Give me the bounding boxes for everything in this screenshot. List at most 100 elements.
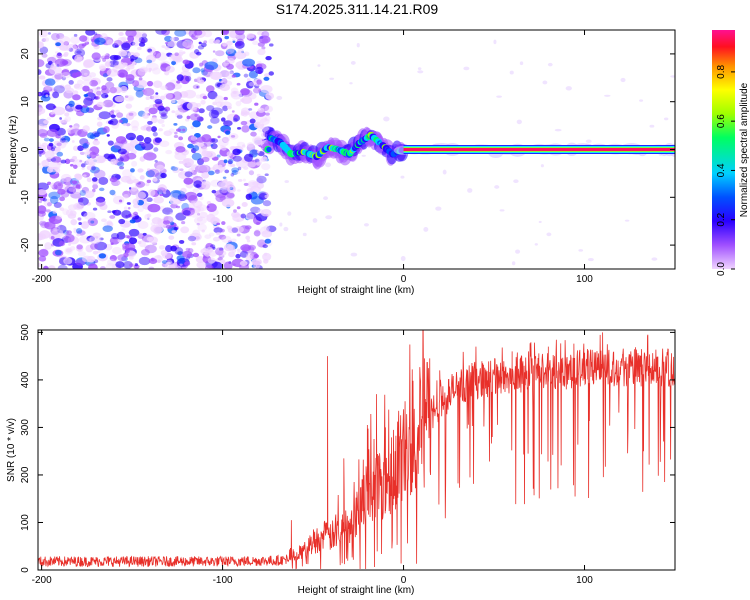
spectrogram-noise-blob [178, 160, 184, 164]
spectrogram-noise-blob [45, 103, 56, 111]
spectrogram-noise-blob [179, 168, 184, 172]
spectrogram-noise-blob [178, 257, 185, 265]
spectrogram-noise-blob [57, 264, 68, 269]
spectrogram-ytick-label: 20 [20, 48, 31, 60]
spectrogram-noise-blob [182, 209, 191, 216]
spectrogram-noise-blob [74, 202, 85, 211]
spectrogram-noise-blob [209, 71, 223, 81]
spectrogram-noise-blob [109, 189, 116, 196]
spectrogram-noise-blob [79, 35, 88, 42]
spectrogram-noise-blob [255, 66, 264, 75]
spectrogram-noise-blob [130, 168, 135, 173]
spectrogram-noise-blob [188, 168, 195, 174]
spectrogram-noise-blob [122, 242, 130, 250]
snr-frame [37, 329, 676, 571]
spectrogram-speckle [585, 139, 592, 143]
spectrogram-noise-blob [152, 131, 158, 137]
spectrogram-noise-blob [63, 51, 69, 56]
spectrogram-noise-blob [89, 80, 99, 87]
spectrogram-noise-blob [218, 234, 227, 240]
spectrogram-noise-blob [133, 52, 140, 57]
spectrogram-speckle [284, 180, 289, 183]
spectrogram-noise-blob [215, 231, 221, 236]
spectrogram-noise-blob [231, 227, 239, 233]
spectrogram-noise-blob [147, 48, 153, 53]
spectrogram-ytick-label: 10 [20, 96, 31, 108]
spectrogram-noise-blob [223, 159, 228, 164]
spectrogram-noise-blob [102, 126, 110, 134]
spectrogram-noise-blob [173, 36, 180, 42]
spectrogram-noise-blob [100, 266, 106, 269]
spectrogram-speckle [329, 77, 335, 80]
spectrogram-noise-blob [71, 140, 75, 143]
colorbar-tick-label: 0.0 [716, 262, 727, 276]
spectrogram-speckle [417, 70, 424, 74]
spectrogram-noise-blob [79, 159, 83, 163]
spectrogram-noise-blob [131, 125, 139, 132]
spectrogram-noise-blob [239, 250, 249, 258]
spectrogram-noise-blob [154, 95, 158, 99]
spectrogram-noise-blob [89, 235, 101, 245]
spectrogram-noise-blob [59, 84, 65, 89]
spectrogram-noise-blob [137, 240, 142, 245]
spectrogram-noise-blob [174, 30, 187, 37]
spectrogram-noise-blob [134, 263, 139, 267]
colorbar-tick-label: 0.8 [716, 64, 727, 78]
spectrogram-noise-blob [101, 85, 107, 91]
spectrogram-noise-blob [153, 196, 164, 204]
spectrogram-noise-blob [269, 43, 274, 47]
spectrogram-noise-blob [211, 261, 223, 269]
spectrogram-noise-blob [38, 129, 48, 137]
spectrogram-noise-blob [198, 142, 204, 147]
spectrogram-speckle [361, 154, 366, 157]
spectrogram-noise-blob [246, 239, 251, 243]
spectrogram-noise-blob [207, 90, 218, 100]
spectrogram-noise-blob [110, 242, 114, 246]
spectrogram-noise-blob [57, 188, 66, 195]
spectrogram-speckle [467, 188, 473, 193]
spectrogram-noise-blob [206, 203, 217, 213]
spectrogram-noise-blob [59, 44, 69, 51]
spectrogram-noise-blob [171, 230, 176, 234]
spectrogram-noise-blob [156, 52, 168, 61]
spectrogram-noise-blob [242, 144, 246, 148]
spectrogram-noise-blob [231, 110, 235, 113]
spectrogram-noise-blob [97, 156, 106, 164]
spectrogram-noise-blob [138, 240, 146, 248]
colorbar-label: Normalized spectral amplitude [739, 82, 750, 217]
spectrogram-noise-blob [187, 235, 197, 242]
spectrogram-noise-blob [48, 56, 55, 62]
spectrogram-noise-blob [236, 82, 241, 86]
spectrogram-noise-blob [150, 116, 158, 124]
spectrogram-noise-blob [176, 74, 184, 82]
spectrogram-noise-blob [88, 72, 97, 78]
spectrogram-noise-blob [38, 41, 44, 49]
spectrogram-noise-blob [81, 167, 85, 170]
spectrogram-noise-blob [221, 189, 228, 194]
spectrogram-noise-blob [114, 95, 125, 103]
spectrogram-noise-blob [38, 262, 42, 267]
spectrogram-noise-blob [113, 39, 123, 47]
steady-carrier-core [403, 148, 675, 151]
snr-xtick-label: -200 [32, 575, 52, 586]
spectrogram-noise-blob [210, 144, 214, 147]
spectrogram-noise-blob [76, 233, 81, 237]
spectrogram-noise-blob [196, 217, 203, 222]
spectrogram-ytick-label: -10 [20, 190, 31, 205]
spectrogram-noise-blob [69, 158, 75, 163]
spectrogram-noise-blob [98, 111, 111, 120]
spectrogram-noise-blob [50, 235, 55, 240]
spectrogram-noise-blob [123, 206, 128, 211]
spectrogram-noise-blob [222, 176, 227, 179]
snr-ytick-label: 0 [20, 567, 31, 573]
spectrogram-noise-blob [132, 41, 140, 47]
spectrogram-noise-blob [54, 58, 67, 67]
spectrogram-noise-blob [230, 163, 236, 168]
spectrogram-noise-blob [232, 155, 237, 158]
spectrogram-noise-blob [165, 92, 176, 100]
spectrogram-noise-blob [38, 200, 43, 204]
spectrogram-noise-blob [190, 135, 197, 141]
spectrogram-noise-blob [220, 146, 227, 151]
spectrogram-noise-blob [115, 136, 127, 144]
